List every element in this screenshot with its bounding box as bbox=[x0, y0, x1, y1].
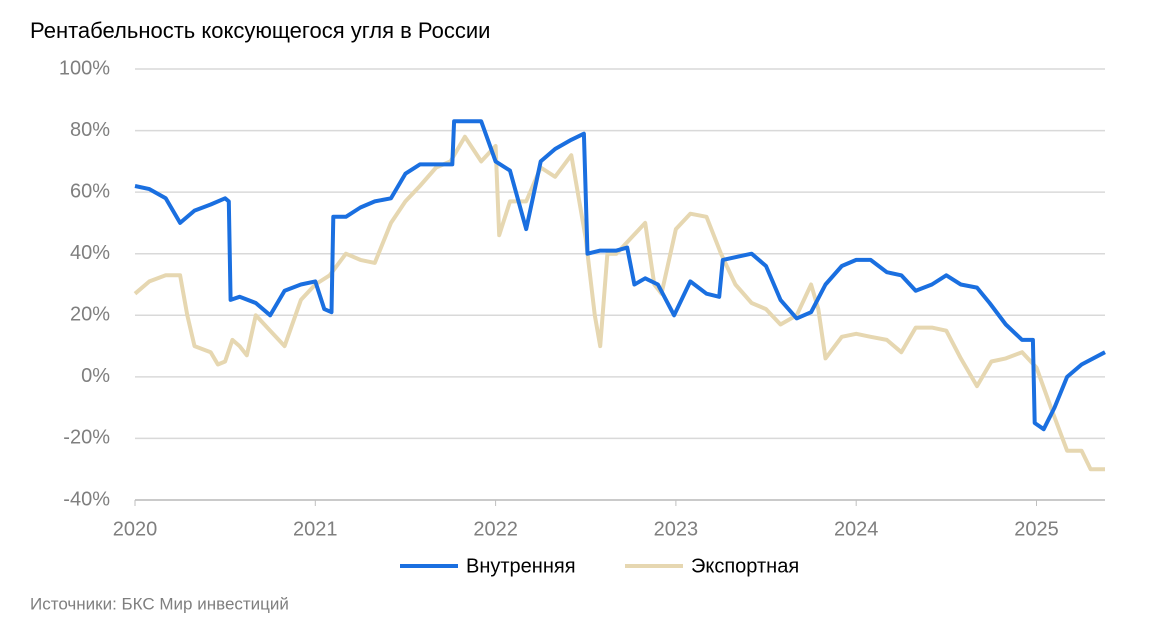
y-tick-label: -20% bbox=[63, 427, 110, 449]
series-line bbox=[134, 119, 1106, 432]
source-note: Источники: БКС Мир инвестиций bbox=[30, 594, 289, 613]
x-tick-label: 2021 bbox=[293, 518, 338, 540]
y-tick-label: 0% bbox=[81, 365, 110, 387]
x-tick-label: 2024 bbox=[834, 518, 879, 540]
y-tick-label: 80% bbox=[70, 119, 110, 141]
legend-label: Внутренняя bbox=[466, 555, 576, 577]
x-tick-label: 2025 bbox=[1014, 518, 1059, 540]
y-tick-label: -40% bbox=[63, 488, 110, 510]
x-tick-label: 2022 bbox=[473, 518, 518, 540]
y-tick-label: 60% bbox=[70, 180, 110, 202]
y-tick-label: 20% bbox=[70, 304, 110, 326]
chart-title: Рентабельность коксующегося угля в Росси… bbox=[30, 18, 490, 43]
x-tick-label: 2023 bbox=[654, 518, 699, 540]
series-line bbox=[133, 134, 1105, 472]
y-tick-label: 100% bbox=[59, 57, 110, 79]
y-tick-label: 40% bbox=[70, 242, 110, 264]
x-tick-label: 2020 bbox=[113, 518, 158, 540]
legend-label: Экспортная bbox=[691, 555, 799, 577]
